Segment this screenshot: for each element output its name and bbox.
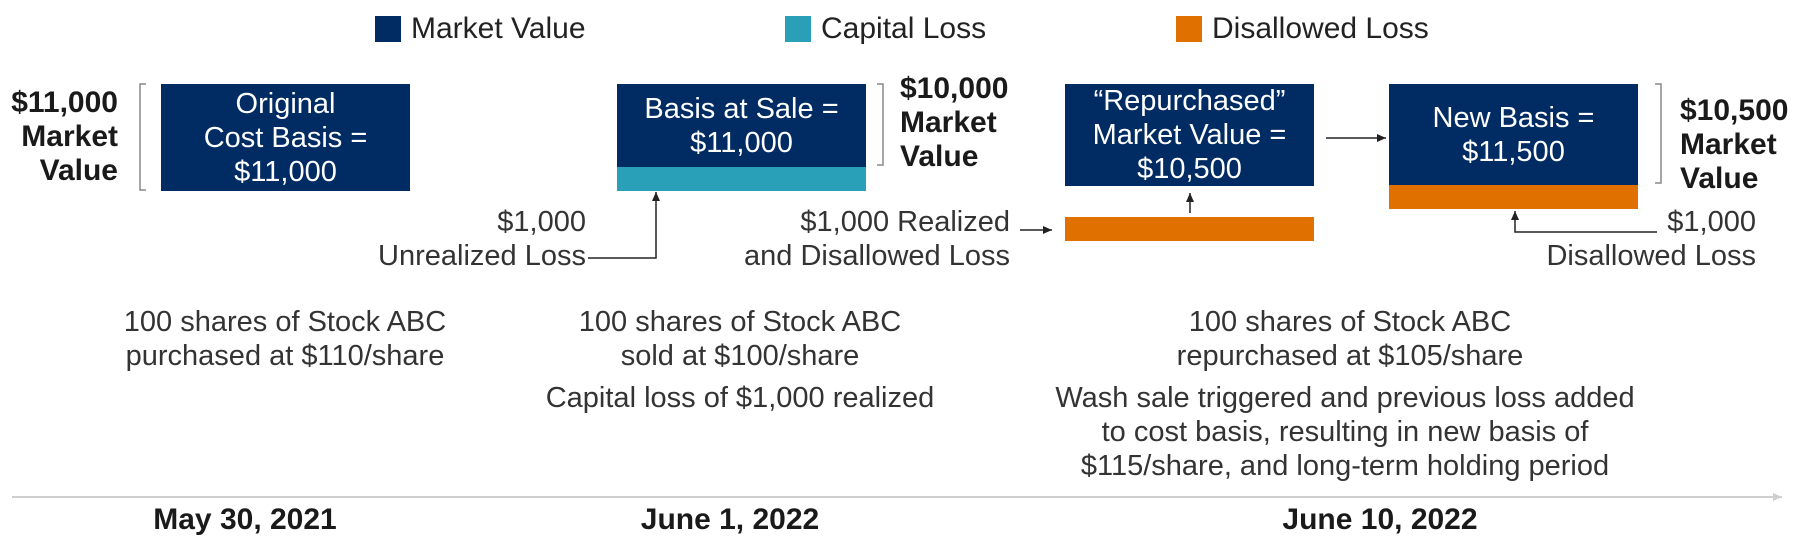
wash-sale-note: Wash sale triggered and previous loss ad… [1040, 381, 1650, 483]
legend-swatch-market-value [375, 16, 401, 42]
realized-disallowed-loss-label: $1,000 Realized and Disallowed Loss [700, 205, 1010, 273]
side-label-line: $11,000 [11, 86, 118, 119]
desc-line: sold at $100/share [620, 340, 860, 372]
side-label-line: Value [900, 140, 979, 173]
bracket-stage1 [139, 83, 146, 191]
original-cost-basis-box: Original Cost Basis = $11,000 [161, 84, 410, 191]
box-line: $11,000 [234, 155, 337, 188]
stage2-market-value-label: $10,000 Market Value [900, 72, 1008, 174]
side-label-line: $10,500 [1680, 94, 1789, 127]
note-line: $115/share, and long-term holding period [1080, 450, 1610, 482]
box-line: $10,500 [1137, 153, 1242, 185]
loss-label-line: $1,000 Realized [800, 206, 1010, 238]
bracket-stage2 [877, 83, 884, 166]
side-label-line: Market [1680, 128, 1777, 161]
loss-label-line: Unrealized Loss [378, 240, 586, 272]
date-stage2: June 1, 2022 [640, 503, 820, 536]
unrealized-loss-label: $1,000 Unrealized Loss [340, 205, 586, 273]
legend-swatch-capital-loss [785, 16, 811, 42]
loss-label-line: and Disallowed Loss [744, 240, 1010, 272]
side-label-line: Market [900, 106, 997, 139]
box-line: Market Value = [1092, 119, 1287, 151]
arrow-disallowed-loss [1511, 211, 1657, 233]
stage34-description: 100 shares of Stock ABC repurchased at $… [1140, 305, 1560, 373]
box-line: $11,000 [690, 126, 793, 159]
side-label-line: $10,000 [900, 72, 1009, 105]
legend-market-value: Market Value [375, 12, 586, 46]
basis-at-sale-box: Basis at Sale = $11,000 [617, 84, 866, 167]
box-line: “Repurchased” [1093, 85, 1286, 117]
disallowed-loss-label: $1,000 Disallowed Loss [1500, 205, 1756, 273]
loss-label-line: $1,000 [497, 206, 586, 238]
box-line: Cost Basis = [203, 121, 368, 154]
note-line: to cost basis, resulting in new basis of [1101, 416, 1589, 448]
desc-line: purchased at $110/share [125, 340, 445, 372]
box-line: Original [235, 87, 336, 120]
stage2-note: Capital loss of $1,000 realized [545, 382, 935, 414]
box-line: Basis at Sale = [644, 92, 839, 125]
legend-swatch-disallowed-loss [1176, 16, 1202, 42]
stage2-description: 100 shares of Stock ABC sold at $100/sha… [540, 305, 940, 373]
repurchased-market-value-box: “Repurchased” Market Value = $10,500 [1065, 84, 1314, 186]
box-line: New Basis = [1432, 101, 1595, 134]
bracket-stage4 [1655, 83, 1662, 184]
stage1-market-value-label: $11,000 Market Value [10, 86, 118, 188]
legend-label: Capital Loss [821, 12, 987, 45]
disallowed-loss-bar-stage4 [1389, 185, 1638, 209]
desc-line: 100 shares of Stock ABC [1188, 306, 1512, 338]
loss-label-line: $1,000 [1667, 206, 1756, 238]
stage4-market-value-label: $10,500 Market Value [1680, 94, 1788, 196]
date-stage34: June 10, 2022 [1282, 503, 1478, 536]
side-label-line: Value [1680, 162, 1759, 195]
arrow-unrealized-loss [588, 192, 660, 259]
stage1-description: 100 shares of Stock ABC purchased at $11… [85, 305, 485, 373]
desc-line: 100 shares of Stock ABC [123, 306, 447, 338]
legend-label: Disallowed Loss [1212, 12, 1429, 45]
note-line: Wash sale triggered and previous loss ad… [1055, 382, 1635, 414]
legend-label: Market Value [411, 12, 586, 45]
desc-line: 100 shares of Stock ABC [578, 306, 902, 338]
date-stage1: May 30, 2021 [153, 503, 337, 536]
new-basis-box: New Basis = $11,500 [1389, 84, 1638, 185]
side-label-line: Market [21, 120, 118, 153]
legend-disallowed-loss: Disallowed Loss [1176, 12, 1429, 46]
capital-loss-bar [617, 167, 866, 191]
box-line: $11,500 [1462, 135, 1565, 168]
desc-line: repurchased at $105/share [1176, 340, 1524, 372]
legend-capital-loss: Capital Loss [785, 12, 986, 46]
disallowed-loss-bar-stage3 [1065, 217, 1314, 241]
side-label-line: Value [39, 154, 118, 187]
loss-label-line: Disallowed Loss [1546, 240, 1756, 272]
